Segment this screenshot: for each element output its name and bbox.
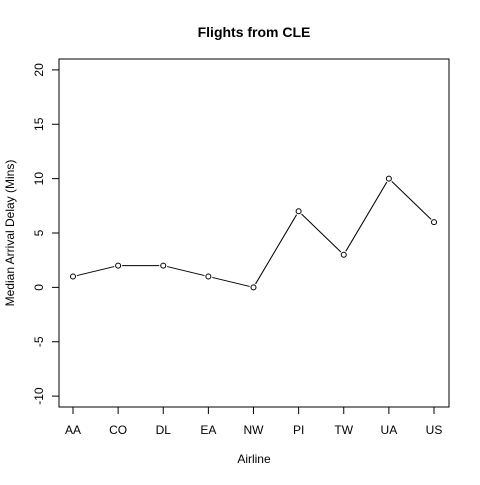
y-tick-label: 20 (32, 63, 46, 77)
x-tick-label: UA (381, 423, 398, 437)
x-tick-label: CO (109, 423, 127, 437)
x-axis: AA CO DL EA NW PI TW UA US (65, 407, 442, 437)
x-tick-label: EA (200, 423, 216, 437)
data-point (295, 208, 302, 215)
y-tick-label: -10 (32, 387, 46, 405)
series-line-segment (345, 181, 388, 252)
y-tick-label: 10 (32, 172, 46, 186)
series-line-segment (391, 181, 432, 220)
data-point (70, 273, 76, 280)
y-axis-label: Median Arrival Delay (Mins) (3, 160, 17, 307)
y-axis: -10 -5 0 5 10 15 20 (32, 63, 59, 405)
x-tick-label: DL (156, 423, 172, 437)
data-point (431, 219, 437, 226)
series-line-segment (212, 276, 250, 287)
x-tick-label: US (426, 423, 443, 437)
data-point (160, 262, 167, 269)
series-line-segment (76, 266, 115, 277)
data-point (115, 262, 122, 269)
x-tick-label: TW (334, 423, 353, 437)
data-point (205, 273, 212, 280)
x-axis-label: Airline (237, 452, 271, 466)
data-point (385, 175, 392, 182)
chart-title: Flights from CLE (198, 24, 311, 40)
y-tick-label: 0 (32, 284, 46, 291)
series-line-segment (301, 213, 342, 253)
x-tick-label: PI (293, 423, 304, 437)
series-line-segment (255, 214, 298, 285)
series-line-segment (167, 266, 205, 277)
x-tick-label: AA (65, 423, 81, 437)
y-tick-label: 5 (32, 229, 46, 236)
y-tick-label: 15 (32, 117, 46, 131)
x-tick-label: NW (244, 423, 265, 437)
series-group (70, 175, 437, 291)
data-point (250, 284, 257, 291)
data-point (340, 251, 347, 258)
y-tick-label: -5 (32, 336, 46, 347)
